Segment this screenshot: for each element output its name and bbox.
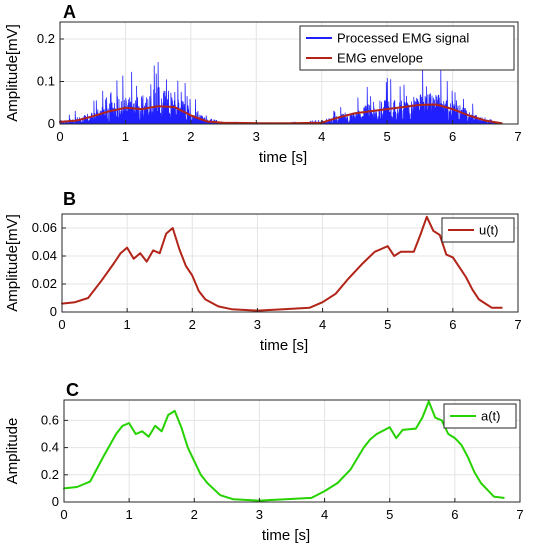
legend-label: Processed EMG signal: [337, 31, 469, 46]
chart-panel-c: 0 1 2 3 4 5 6 7 0 0.2 0.4 0.6 time [s] Amplitude Ca(t): [4, 380, 524, 544]
x-tick-label: 6: [449, 129, 456, 144]
x-tick-label: 0: [58, 317, 65, 332]
panel-label: B: [63, 189, 76, 209]
legend-box: [299, 25, 515, 71]
x-tick-label: 2: [191, 507, 198, 522]
x-tick-label: 6: [449, 317, 456, 332]
y-tick-label: 0.06: [32, 220, 57, 235]
y-tick-label: 0.04: [32, 248, 57, 263]
x-tick-label: 1: [124, 317, 131, 332]
legend-label: u(t): [479, 223, 499, 238]
y-tick-label: 0.6: [41, 412, 59, 427]
x-tick-label: 7: [514, 129, 521, 144]
x-tick-label: 4: [319, 317, 326, 332]
y-tick-label: 0: [48, 116, 55, 131]
axes-box: [59, 21, 519, 125]
x-tick-label: 1: [122, 129, 129, 144]
x-tick-label: 5: [384, 129, 391, 144]
chart-panel-a: 0 1 2 3 4 5 6 7 0 0.1 0.2 time [s] Amplitude[mV] A Pro…: [4, 2, 522, 166]
x-tick-label: 1: [126, 507, 133, 522]
y-tick-label: 0: [50, 304, 57, 319]
axes-box: [61, 213, 519, 313]
axes-box: [63, 399, 521, 503]
panel-label: C: [66, 380, 79, 400]
x-tick-label: 0: [56, 129, 63, 144]
x-tick-label: 3: [254, 317, 261, 332]
y-tick-label: 0: [52, 494, 59, 509]
x-axis-label: time [s]: [260, 337, 308, 354]
x-tick-label: 5: [384, 317, 391, 332]
legend-label: EMG envelope: [337, 51, 423, 66]
x-tick-label: 0: [60, 507, 67, 522]
series-line-0: [61, 215, 503, 312]
y-axis-label: Amplitude[mV]: [4, 214, 21, 312]
x-tick-label: 2: [189, 317, 196, 332]
series-line-0: [63, 400, 505, 502]
x-tick-label: 6: [451, 507, 458, 522]
legend-label: a(t): [481, 409, 501, 424]
x-tick-label: 7: [516, 507, 523, 522]
x-tick-label: 3: [256, 507, 263, 522]
panel-label: A: [63, 2, 76, 22]
y-axis-label: Amplitude: [4, 418, 21, 485]
x-tick-label: 2: [187, 129, 194, 144]
x-tick-label: 4: [318, 129, 325, 144]
x-tick-label: 5: [386, 507, 393, 522]
x-axis-label: time [s]: [262, 527, 310, 544]
y-tick-label: 0.02: [32, 276, 57, 291]
x-tick-label: 7: [514, 317, 521, 332]
y-tick-label: 0.1: [37, 74, 55, 89]
x-axis-label: time [s]: [259, 149, 307, 166]
y-tick-label: 0.2: [37, 31, 55, 46]
series-line-1: [59, 103, 503, 125]
x-tick-label: 3: [253, 129, 260, 144]
y-axis-label: Amplitude[mV]: [4, 24, 21, 122]
x-tick-label: 4: [321, 507, 328, 522]
chart-panel-b: 0 1 2 3 4 5 6 7 0 0.02 0.04 0.06 time [s] Amplitude[m…: [4, 189, 522, 354]
y-tick-label: 0.4: [41, 440, 59, 455]
y-tick-label: 0.2: [41, 467, 59, 482]
